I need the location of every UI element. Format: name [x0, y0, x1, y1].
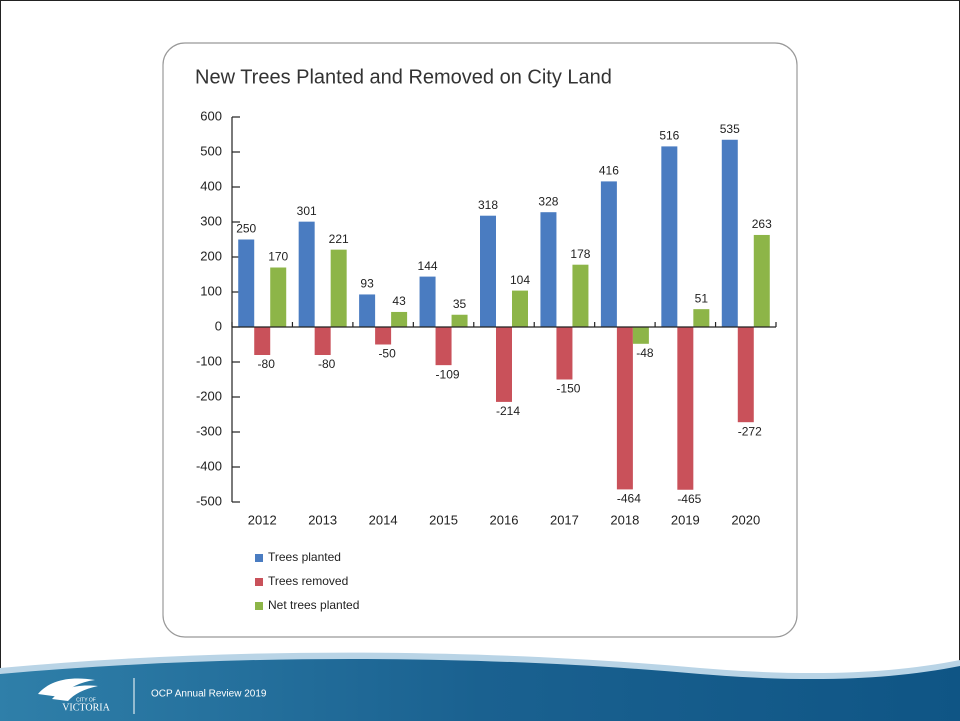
data-label: -272 — [738, 424, 762, 438]
bar — [270, 267, 287, 327]
data-label: -464 — [617, 492, 641, 506]
footer-wave — [0, 658, 960, 721]
data-label: -109 — [436, 367, 460, 381]
x-tick-label: 2019 — [671, 512, 700, 527]
legend-label: Trees planted — [268, 550, 341, 564]
bar — [753, 234, 770, 327]
bar — [721, 139, 738, 327]
data-label: 318 — [478, 198, 498, 212]
data-label: 170 — [268, 250, 288, 264]
bar — [661, 146, 678, 327]
x-tick-label: 2012 — [248, 512, 277, 527]
legend-label: Net trees planted — [268, 598, 359, 612]
bar — [375, 327, 392, 345]
x-tick-label: 2018 — [610, 512, 639, 527]
y-tick-label: 100 — [200, 283, 222, 298]
x-tick-label: 2020 — [731, 512, 760, 527]
data-label: 93 — [360, 277, 374, 291]
data-label: 221 — [329, 232, 349, 246]
data-label: 301 — [297, 204, 317, 218]
data-label: 35 — [453, 297, 467, 311]
bar — [556, 327, 573, 380]
bar — [677, 327, 694, 490]
bar — [359, 294, 376, 327]
data-label: 178 — [570, 247, 590, 261]
x-tick-label: 2013 — [308, 512, 337, 527]
bar — [451, 314, 468, 327]
y-tick-label: -500 — [196, 493, 222, 508]
data-label: -80 — [318, 357, 336, 371]
legend-label: Trees removed — [268, 574, 348, 588]
bar — [419, 276, 436, 327]
chart-title: New Trees Planted and Removed on City La… — [195, 66, 612, 88]
y-tick-label: 0 — [215, 318, 222, 333]
bar — [391, 311, 408, 327]
legend-swatch — [255, 602, 263, 610]
bar — [330, 249, 347, 327]
y-tick-label: -300 — [196, 423, 222, 438]
y-tick-label: 600 — [200, 108, 222, 123]
bar — [480, 215, 496, 327]
y-tick-label: 400 — [200, 178, 222, 193]
data-label: 328 — [538, 194, 558, 208]
data-label: 535 — [720, 122, 740, 136]
bar — [600, 181, 617, 327]
bar — [693, 309, 710, 327]
bar — [616, 327, 633, 490]
bar — [238, 239, 255, 327]
x-tick-label: 2017 — [550, 512, 579, 527]
y-tick-label: 200 — [200, 248, 222, 263]
y-tick-label: 300 — [200, 213, 222, 228]
logo-small: CITY OF — [76, 697, 96, 703]
logo-swoosh — [52, 685, 98, 701]
y-tick-label: -200 — [196, 388, 222, 403]
bar — [540, 212, 557, 327]
data-label: -465 — [677, 492, 701, 506]
data-label: -150 — [556, 382, 580, 396]
data-label: 416 — [599, 164, 619, 178]
data-label: 516 — [659, 129, 679, 143]
bar — [435, 327, 452, 366]
x-tick-label: 2015 — [429, 512, 458, 527]
bar — [572, 264, 589, 327]
data-label: -214 — [496, 404, 520, 418]
bar — [512, 290, 528, 327]
y-tick-label: -100 — [196, 353, 222, 368]
y-tick-label: -400 — [196, 458, 222, 473]
y-tick-label: 500 — [200, 143, 222, 158]
legend-swatch — [255, 578, 263, 586]
legend-swatch — [255, 554, 263, 562]
x-tick-label: 2016 — [490, 512, 519, 527]
bar — [496, 327, 512, 402]
bar — [632, 327, 649, 344]
footer-text: OCP Annual Review 2019 — [151, 689, 267, 700]
bar — [737, 327, 754, 423]
data-label: 51 — [695, 291, 709, 305]
bar — [314, 327, 331, 355]
data-label: 43 — [392, 294, 406, 308]
data-label: 104 — [510, 273, 530, 287]
bar — [298, 221, 315, 327]
bar — [254, 327, 271, 355]
x-tick-label: 2014 — [369, 512, 398, 527]
data-label: -80 — [258, 357, 276, 371]
data-label: 263 — [752, 217, 772, 231]
data-label: 144 — [418, 259, 438, 273]
data-label: -50 — [378, 347, 396, 361]
logo-name: VICTORIA — [62, 702, 110, 713]
data-label: -48 — [636, 346, 654, 360]
logo-swoosh — [38, 678, 95, 697]
data-label: 250 — [236, 222, 256, 236]
chart-frame — [162, 42, 798, 638]
